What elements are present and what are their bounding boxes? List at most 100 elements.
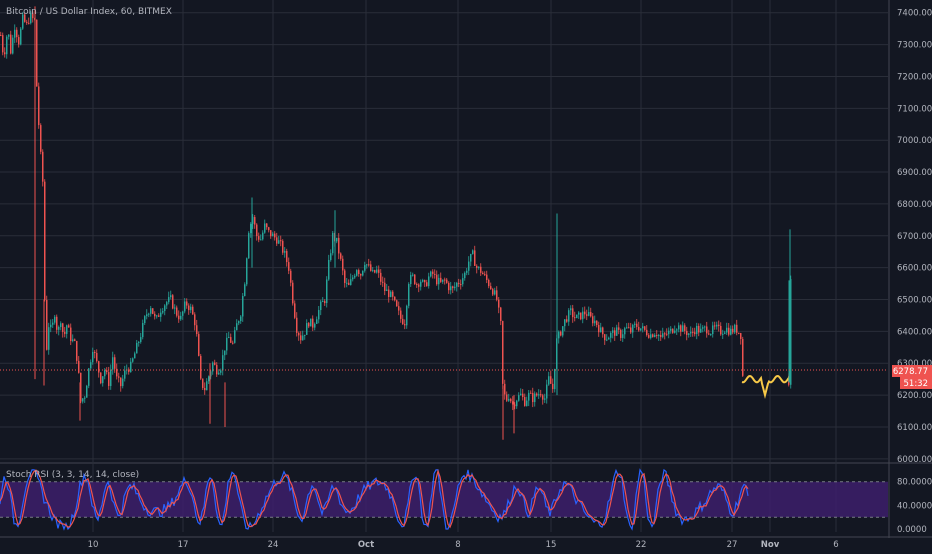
candle-body <box>684 325 686 331</box>
candle-body <box>208 376 210 382</box>
candle-body <box>282 240 284 253</box>
projection-line <box>741 374 791 400</box>
candle-body <box>462 278 464 285</box>
candle-body <box>566 319 568 322</box>
candle-body <box>378 269 380 273</box>
price-axis[interactable]: 7400.00 7300.00 7200.00 7100.00 7000.00 6900.… <box>897 9 932 535</box>
candle-body <box>136 342 138 354</box>
candle-body <box>416 283 418 285</box>
candle-body <box>236 323 238 331</box>
candle-body <box>310 318 312 327</box>
price-tick-label: 6500.00 <box>897 296 932 306</box>
candle-body <box>198 334 200 356</box>
candle-body <box>666 333 668 335</box>
candle-body <box>150 308 152 314</box>
candle-body <box>432 271 434 274</box>
candle-body <box>638 326 640 331</box>
candle-body <box>412 274 414 276</box>
candle-body <box>338 237 340 254</box>
candle-body <box>380 272 382 282</box>
candle-body <box>190 306 192 311</box>
candle-body <box>142 323 144 338</box>
candle-body <box>224 350 226 356</box>
candle-body <box>530 392 532 394</box>
last-candle-body <box>788 280 792 383</box>
candle-body <box>30 13 32 24</box>
candle-body <box>286 251 288 263</box>
candle-body <box>294 303 296 318</box>
candle-body <box>580 312 582 320</box>
candle-body <box>16 29 18 38</box>
candle-body <box>676 329 678 331</box>
candle-body <box>172 295 174 309</box>
candle-body <box>54 316 56 323</box>
candle-body <box>320 301 322 311</box>
candle-body <box>170 295 172 298</box>
candle-body <box>480 266 482 273</box>
candle-body <box>570 308 572 311</box>
price-tick-label: 6700.00 <box>897 232 932 242</box>
candle-body <box>710 334 712 336</box>
candle-body <box>728 327 730 335</box>
candle-body <box>332 232 334 254</box>
stoch-lines <box>0 468 749 531</box>
candle-body <box>336 237 338 242</box>
candle-body <box>182 311 184 316</box>
candle-body <box>656 334 658 336</box>
candle-body <box>222 355 224 371</box>
candle-body <box>650 334 652 338</box>
price-tick-label: 6600.00 <box>897 264 932 274</box>
candle-body <box>210 371 212 377</box>
candle-body <box>430 271 432 277</box>
candle-body <box>586 314 588 316</box>
candle-body <box>444 279 446 281</box>
candle-body <box>356 270 358 276</box>
overlay-path <box>741 280 792 400</box>
candle-body <box>584 311 586 315</box>
candle-body <box>390 291 392 297</box>
candle-body <box>424 279 426 283</box>
candle-body <box>280 240 282 242</box>
candle-body <box>130 361 132 372</box>
candle-body <box>240 316 242 322</box>
candle-body <box>364 265 366 271</box>
candle-body <box>512 401 514 405</box>
candle-body <box>348 282 350 285</box>
candle-body <box>350 279 352 285</box>
candle-body <box>436 274 438 285</box>
candle-body <box>128 369 130 372</box>
candle-body <box>50 324 52 328</box>
candle-body <box>196 325 198 335</box>
candle-body <box>712 325 714 335</box>
candle-body <box>188 305 190 311</box>
candle-body <box>110 369 112 386</box>
candle-body <box>594 320 596 324</box>
candle-body <box>232 342 234 344</box>
candle-body <box>160 312 162 317</box>
candle-body <box>540 394 542 396</box>
candle-body <box>404 324 406 326</box>
candle-body <box>70 327 72 342</box>
candle-body <box>610 332 612 338</box>
candle-body <box>38 86 40 126</box>
candle-body <box>84 397 86 399</box>
candle-body <box>704 326 706 328</box>
candle-body <box>288 262 290 271</box>
candle-body <box>200 355 202 379</box>
candle-body <box>330 253 332 260</box>
time-axis[interactable]: 10 17 24 Oct 8 15 22 27 Nov 6 <box>88 540 839 550</box>
candle-body <box>640 328 642 331</box>
candle-body <box>720 325 722 335</box>
candle-body <box>604 334 606 341</box>
candle-body <box>562 326 564 336</box>
candle-body <box>2 35 4 53</box>
candle-body <box>652 334 654 338</box>
candle-body <box>76 340 78 361</box>
candle-body <box>28 22 30 24</box>
candle-body <box>616 327 618 336</box>
candle-body <box>154 313 156 317</box>
candle-body <box>398 306 400 311</box>
